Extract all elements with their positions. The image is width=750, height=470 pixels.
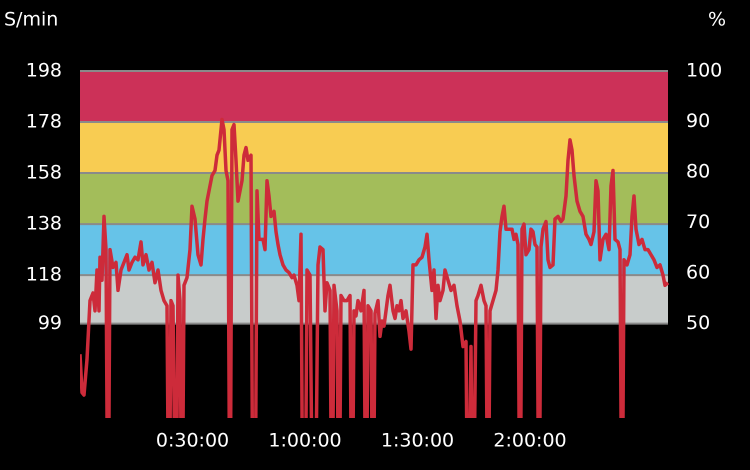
- y2-tick-label: 60: [686, 262, 710, 284]
- zone-band: [80, 224, 668, 276]
- y-axis-label: S/min: [4, 9, 58, 31]
- y2-tick-label: 100: [686, 60, 722, 82]
- y-tick-label: 178: [26, 111, 62, 133]
- zone-band: [80, 71, 668, 123]
- y-tick-label: 99: [38, 312, 62, 334]
- y-tick-label: 158: [26, 162, 62, 184]
- y2-tick-label: 80: [686, 161, 710, 183]
- y2-tick-label: 90: [686, 110, 710, 132]
- x-tick-label: 1:30:00: [381, 430, 454, 452]
- zone-band: [80, 173, 668, 225]
- y2-tick-label: 70: [686, 211, 710, 233]
- y-tick-label: 118: [26, 264, 62, 286]
- y2-tick-label: 50: [686, 312, 710, 334]
- y2-axis-label: %: [708, 9, 726, 31]
- x-tick-label: 0:30:00: [156, 430, 229, 452]
- y-tick-label: 138: [26, 213, 62, 235]
- zone-band: [80, 122, 668, 174]
- y-tick-label: 198: [26, 60, 62, 82]
- x-tick-label: 2:00:00: [493, 430, 566, 452]
- x-tick-label: 1:00:00: [268, 430, 341, 452]
- data-line: [80, 117, 670, 418]
